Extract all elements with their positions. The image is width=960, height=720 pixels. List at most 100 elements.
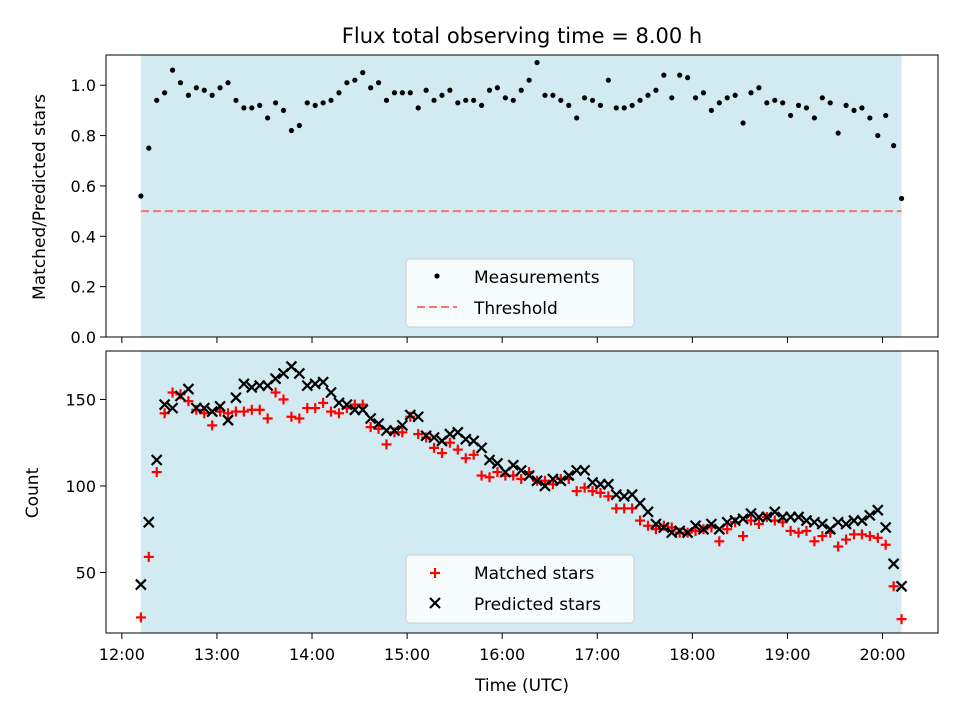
- measurement-point: [542, 92, 548, 98]
- measurement-point: [803, 105, 810, 111]
- predicted-star-point: [887, 558, 900, 570]
- predicted-star-point: [705, 518, 718, 530]
- bottom-y-label: Count: [23, 467, 43, 518]
- matched-star-point: [864, 531, 875, 542]
- predicted-star-point: [412, 410, 424, 423]
- predicted-star-point: [895, 580, 908, 593]
- measurement-point: [177, 80, 184, 86]
- measurement-point: [169, 67, 176, 73]
- measurement-point: [241, 105, 247, 111]
- matched-star-point: [286, 411, 297, 422]
- bottom-y-tick-label: 150: [65, 390, 96, 409]
- top-axes-frame: [105, 54, 939, 338]
- measurement-point: [146, 145, 152, 151]
- matched-star-point: [468, 449, 479, 460]
- measurement-point: [756, 85, 762, 91]
- bottom-y-axis: 50 100 150: [65, 390, 106, 582]
- measurement-point: [685, 75, 691, 81]
- predicted-star-point: [816, 518, 829, 530]
- matched-star-point: [294, 413, 305, 424]
- measurement-point: [217, 85, 223, 91]
- predicted-star-point: [650, 518, 662, 530]
- measurement-point: [764, 100, 770, 106]
- measurement-point: [478, 102, 485, 108]
- matched-star-point: [238, 406, 249, 417]
- measurement-point: [249, 105, 255, 111]
- measurement-point: [637, 97, 643, 103]
- measurement-point: [399, 90, 405, 96]
- matched-star-point: [444, 437, 455, 448]
- measurement-point: [653, 87, 659, 93]
- predicted-star-point: [364, 412, 377, 425]
- legend-measurements-label: Measurements: [474, 268, 600, 288]
- bottom-x-axis: 12:00 13:00 14:00 15:00 16:00 17:00 18:00 19:00…: [99, 633, 906, 664]
- predicted-star-point: [879, 521, 892, 534]
- predicted-star-point: [562, 469, 575, 482]
- measurement-points: [138, 59, 905, 202]
- bottom-x-tick-label: 15:00: [384, 645, 430, 664]
- bottom-legend-box: [405, 554, 635, 624]
- predicted-star-point: [578, 464, 591, 477]
- top-legend: Measurements Threshold: [405, 258, 635, 328]
- predicted-star-point: [341, 398, 353, 411]
- predicted-star-point: [737, 513, 749, 525]
- measurement-point: [455, 100, 461, 106]
- bottom-axes-frame: [105, 350, 939, 634]
- measurement-point: [558, 97, 564, 103]
- measurement-point: [788, 112, 794, 119]
- measurement-point: [201, 87, 207, 93]
- matched-star-point: [809, 536, 820, 547]
- measurement-point: [233, 97, 239, 103]
- measurement-point: [526, 77, 532, 83]
- measurement-point: [875, 132, 881, 139]
- matched-star-point: [690, 525, 701, 536]
- matched-star-point: [413, 429, 424, 440]
- bottom-legend: Matched stars Predicted stars: [405, 554, 635, 624]
- matched-star-point: [191, 404, 202, 415]
- top-panel: 0.0 0.2 0.4 0.6 0.8 1.0 Matched/Predicted sta…: [30, 54, 939, 347]
- measurement-point: [732, 92, 738, 98]
- measurement-point: [312, 102, 318, 108]
- matched-star-point: [817, 531, 828, 542]
- predicted-star-point: [483, 454, 496, 466]
- matched-star-point: [539, 475, 550, 486]
- matched-star-point: [476, 470, 487, 481]
- measurement-point: [296, 122, 302, 129]
- matched-star-point: [381, 439, 392, 450]
- predicted-star-point: [531, 474, 543, 487]
- matched-star-point: [658, 520, 669, 531]
- predicted-star-point: [206, 405, 218, 418]
- measurement-point: [898, 195, 905, 202]
- matched-star-point: [318, 397, 329, 408]
- measurement-point: [867, 115, 873, 121]
- measurement-point: [589, 97, 596, 103]
- top-y-tick-label: 0.6: [71, 177, 96, 196]
- measurement-point: [336, 90, 342, 96]
- matched-star-point: [254, 404, 265, 415]
- bottom-x-tick-label: 14:00: [289, 645, 335, 664]
- legend-matched-label: Matched stars: [474, 564, 594, 584]
- measurement-point: [724, 95, 730, 101]
- matched-star-point: [595, 487, 606, 498]
- matched-star-point: [738, 531, 749, 542]
- matched-star-point: [603, 491, 614, 502]
- measurement-point: [344, 80, 350, 86]
- measurement-point: [502, 95, 508, 101]
- measurement-point: [494, 85, 501, 91]
- matched-star-point: [635, 515, 646, 526]
- measurement-point: [772, 97, 778, 103]
- predicted-star-point: [198, 402, 211, 414]
- top-x-ticks: [121, 337, 884, 343]
- predicted-star-point: [515, 464, 527, 477]
- bottom-x-tick-label: 16:00: [479, 645, 525, 664]
- top-y-tick-label: 1.0: [71, 76, 96, 95]
- predicted-star-point: [642, 506, 654, 518]
- measurement-point: [851, 107, 857, 113]
- measurement-point: [510, 97, 516, 103]
- measurement-point: [471, 97, 477, 103]
- predicted-star-point: [745, 507, 757, 520]
- top-y-label: Matched/Predicted stars: [30, 94, 50, 300]
- x-axis-label: Time (UTC): [474, 676, 569, 696]
- matched-star-point: [215, 406, 226, 417]
- measurement-point: [280, 107, 287, 113]
